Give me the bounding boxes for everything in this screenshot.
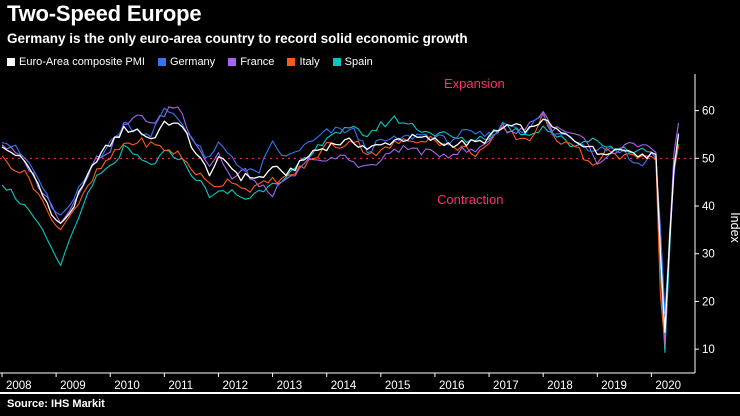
contraction-label: Contraction	[437, 192, 504, 207]
svg-text:2011: 2011	[168, 380, 193, 390]
svg-text:60: 60	[702, 106, 715, 118]
svg-text:2012: 2012	[222, 380, 248, 390]
svg-text:2009: 2009	[60, 380, 86, 390]
pmi-line-chart: 2008 2009 2010 2011 2012 2013 2014 2015 2016 2017…	[0, 74, 740, 390]
svg-text:2008: 2008	[6, 380, 32, 390]
legend-label: France	[240, 56, 275, 68]
svg-text:2015: 2015	[385, 380, 411, 390]
legend-item-spain: Spain	[332, 56, 373, 68]
page-title: Two-Speed Europe	[7, 1, 202, 26]
germany-swatch-icon	[157, 58, 166, 66]
page-subtitle: Germany is the only euro-area country to…	[7, 31, 468, 46]
legend-item-germany: Germany	[157, 56, 216, 68]
source-text: Source: IHS Markit	[7, 398, 105, 410]
svg-text:2013: 2013	[277, 380, 303, 390]
legend-label: Euro-Area composite PMI	[19, 56, 145, 68]
expansion-label: Expansion	[444, 76, 505, 91]
svg-text:40: 40	[702, 201, 715, 213]
svg-text:2018: 2018	[547, 380, 573, 390]
svg-text:2016: 2016	[439, 380, 465, 390]
legend: Euro-Area composite PMI Germany France I…	[7, 56, 373, 68]
svg-text:2017: 2017	[493, 380, 519, 390]
source-bar: Source: IHS Markit	[0, 392, 740, 410]
divider	[0, 392, 740, 394]
legend-label: Spain	[344, 56, 373, 68]
svg-text:2020: 2020	[655, 380, 681, 390]
legend-item-italy: Italy	[287, 56, 320, 68]
spain-swatch-icon	[332, 58, 341, 66]
svg-text:2019: 2019	[601, 380, 627, 390]
svg-text:2014: 2014	[331, 380, 357, 390]
legend-item-france: France	[228, 56, 274, 68]
legend-label: Italy	[299, 56, 320, 68]
italy-swatch-icon	[287, 58, 296, 66]
euro-area-swatch-icon	[7, 58, 15, 66]
svg-text:50: 50	[702, 153, 715, 165]
svg-text:30: 30	[702, 249, 715, 261]
france-swatch-icon	[228, 58, 237, 66]
legend-item-euro-area: Euro-Area composite PMI	[7, 56, 145, 68]
legend-label: Germany	[169, 56, 216, 68]
svg-text:20: 20	[702, 296, 715, 308]
chart-area: 2008 2009 2010 2011 2012 2013 2014 2015 2016 2017…	[0, 70, 740, 390]
svg-text:Index: Index	[728, 212, 740, 243]
svg-text:2010: 2010	[114, 380, 140, 390]
svg-text:10: 10	[702, 344, 715, 356]
